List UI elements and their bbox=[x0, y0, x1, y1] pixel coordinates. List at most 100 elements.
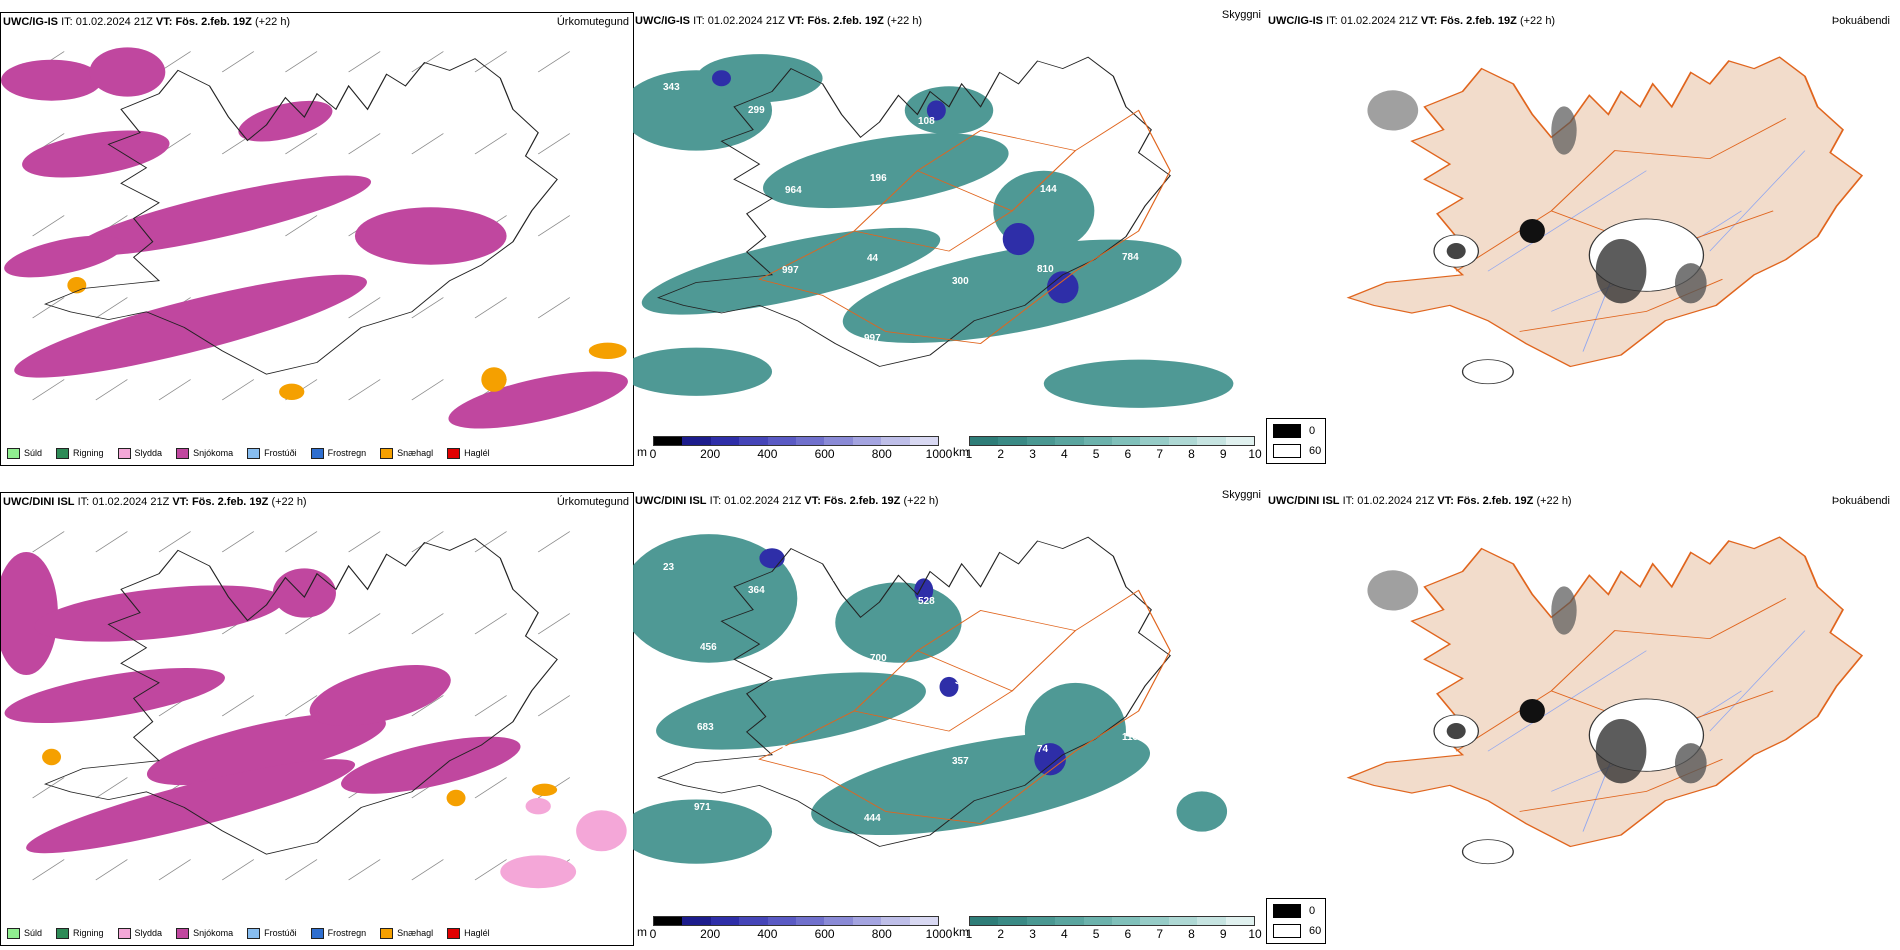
model-name: UWC/DINI ISL bbox=[3, 496, 75, 508]
cloud-base-value: 139 bbox=[779, 825, 796, 836]
legend-label: Frostregn bbox=[327, 928, 367, 938]
legend-item: Snæhagl bbox=[380, 927, 434, 939]
scale-swatch bbox=[1055, 917, 1084, 925]
cloud-base-value: 456 bbox=[700, 642, 717, 653]
scale-swatch bbox=[1083, 437, 1113, 445]
panel-title: Skyggni bbox=[1221, 489, 1261, 501]
scale-swatch bbox=[1197, 437, 1226, 445]
cloud-base-value: 994 bbox=[949, 356, 966, 367]
scale-tick-label: 1 bbox=[965, 447, 973, 461]
forecast-offset: (+22 h) bbox=[1519, 15, 1556, 27]
fog-map bbox=[1266, 510, 1900, 912]
scale-swatch bbox=[654, 437, 683, 445]
scale-swatch bbox=[1026, 917, 1056, 925]
scale-tick-label: 0 bbox=[649, 447, 657, 461]
it-label: IT: bbox=[1342, 495, 1355, 507]
scale-tick-label: 200 bbox=[700, 927, 721, 941]
panel-title: Úrkomutegund bbox=[556, 496, 629, 508]
visibility-map bbox=[633, 510, 1265, 912]
scale-swatch bbox=[682, 917, 711, 925]
cloud-base-value: 93 bbox=[1207, 275, 1219, 286]
panel-title: Þokuábendi bbox=[1831, 15, 1890, 27]
it-label: IT: bbox=[1326, 15, 1338, 27]
scale-tick-label: 400 bbox=[757, 447, 778, 461]
cloud-base-value: 44 bbox=[867, 253, 879, 264]
cloud-base-value: 992 bbox=[1034, 344, 1051, 355]
scale-tick-label: 5 bbox=[1092, 927, 1100, 941]
precip-type-panel-row2: UWC/DINI ISL IT: 01.02.2024 21Z VT: Fös.… bbox=[0, 492, 634, 946]
scale-tick-label: 600 bbox=[814, 447, 835, 461]
cloud-base-value: 964 bbox=[785, 185, 802, 196]
scale-swatch bbox=[654, 917, 683, 925]
cloud-base-value: 784 bbox=[1122, 252, 1139, 263]
panel-header: UWC/DINI ISL IT: 01.02.2024 21Z VT: Fös.… bbox=[1, 493, 633, 511]
fog-low-swatch bbox=[1273, 424, 1301, 438]
cloud-base-value: 853 bbox=[1173, 595, 1190, 606]
cloud-base-value: 129 bbox=[1125, 172, 1142, 183]
init-time: 01.02.2024 21Z bbox=[75, 16, 153, 28]
legend-label: Frostregn bbox=[327, 448, 367, 458]
legend-item: Frostúði bbox=[247, 927, 297, 939]
scale-swatch bbox=[998, 917, 1027, 925]
cloud-base-value: 971 bbox=[694, 802, 711, 813]
cloud-base-value: 846 bbox=[1119, 332, 1136, 343]
legend-swatch bbox=[117, 927, 131, 939]
cloud-base-value: 424 bbox=[785, 665, 802, 676]
panel-title: Þokuábendi bbox=[1831, 495, 1890, 507]
scale-tick-label: 10 bbox=[1248, 927, 1262, 941]
scale-swatch bbox=[1168, 917, 1198, 925]
legend-label: Haglél bbox=[464, 448, 490, 458]
legend-swatch bbox=[247, 927, 261, 939]
panel-header: UWC/IG-IS IT: 01.02.2024 21Z VT: Fös. 2.… bbox=[633, 9, 1265, 30]
init-time: 01.02.2024 21Z bbox=[1340, 15, 1418, 27]
cloud-base-labels: 23 364 263 528 377 222 853 456 424 700 372 437 333 38… bbox=[663, 562, 1227, 909]
scale-swatch bbox=[796, 437, 825, 445]
legend-item: Frostregn bbox=[310, 447, 367, 459]
model-name: UWC/DINI ISL bbox=[1268, 495, 1340, 507]
init-time: 01.02.2024 21Z bbox=[1357, 495, 1435, 507]
scale-swatch bbox=[1112, 437, 1141, 445]
cloud-base-value: 144 bbox=[1040, 184, 1057, 195]
valid-time: Fös. 2.feb. 19Z bbox=[1440, 15, 1517, 27]
scale-tick-label: 2 bbox=[997, 447, 1005, 461]
legend-item: Rigning bbox=[56, 447, 104, 459]
cloud-base-value: 437 bbox=[1040, 664, 1057, 675]
scale-swatch bbox=[881, 437, 910, 445]
scale-swatch bbox=[710, 437, 740, 445]
legend-label: Snæhagl bbox=[397, 928, 434, 938]
panel-header: UWC/DINI ISL IT: 01.02.2024 21Z VT: Fös.… bbox=[1266, 492, 1900, 510]
scale-swatch bbox=[852, 437, 882, 445]
legend-item: Snæhagl bbox=[380, 447, 433, 459]
legend-swatch bbox=[7, 447, 20, 459]
it-label: IT: bbox=[693, 15, 705, 27]
scale-swatch bbox=[796, 917, 825, 925]
cloud-base-value: 180 bbox=[691, 882, 708, 893]
legend-swatch bbox=[380, 927, 394, 939]
legend-item: Slydda bbox=[117, 447, 162, 459]
cloud-base-scale: 0 200 400 600 800 1000 m bbox=[637, 916, 952, 941]
forecast-offset: (+22 h) bbox=[1536, 495, 1572, 507]
precip-type-map bbox=[1, 511, 633, 921]
scale-tick-label: 6 bbox=[1124, 447, 1132, 461]
model-name: UWC/DINI ISL bbox=[635, 495, 707, 507]
cloud-base-value: 226 bbox=[867, 733, 884, 744]
cloud-base-value: 523 bbox=[1173, 115, 1190, 126]
forecast-offset: (+22 h) bbox=[886, 15, 923, 27]
legend-item: Snjókoma bbox=[176, 447, 233, 459]
scale-swatch bbox=[1140, 437, 1169, 445]
scale-swatch bbox=[852, 917, 882, 925]
cloud-base-value: 300 bbox=[952, 276, 969, 287]
cloud-base-value: 168 bbox=[1088, 92, 1105, 103]
cloud-base-value: 386 bbox=[1210, 675, 1227, 686]
fog-high-swatch bbox=[1273, 444, 1301, 458]
scale-tick-label: 10 bbox=[1248, 447, 1262, 461]
cloud-base-value: 299 bbox=[748, 105, 765, 116]
visibility-scale: 1 2 3 4 5 6 7 8 9 10 km bbox=[953, 916, 1262, 941]
scale-tick-label: 7 bbox=[1156, 447, 1163, 461]
scale-tick-label: 6 bbox=[1124, 927, 1132, 941]
valid-time: Fös. 2.feb. 19Z bbox=[191, 496, 269, 508]
scale-swatch bbox=[682, 437, 711, 445]
precip-legend: Súld Rigning Slydda Snjókoma Frostúði Frostre… bbox=[7, 923, 504, 943]
cloud-base-value: 83 bbox=[694, 322, 706, 333]
it-label: IT: bbox=[77, 496, 90, 508]
